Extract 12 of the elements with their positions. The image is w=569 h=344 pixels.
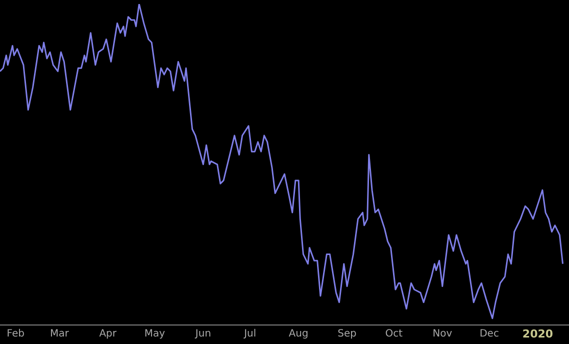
x-tick-label: Jun — [194, 328, 212, 340]
x-tick-label: Dec — [480, 328, 499, 340]
x-tick-label: Oct — [385, 328, 403, 340]
x-tick-label: Nov — [432, 328, 452, 340]
x-tick-label: Apr — [99, 328, 118, 340]
x-tick-label: Mar — [50, 328, 70, 340]
x-tick-label: Jul — [243, 328, 256, 340]
x-tick-label: Sep — [338, 328, 356, 340]
x-tick-label: Feb — [6, 328, 24, 340]
x-tick-label: 2020 — [522, 327, 554, 340]
x-tick-label: May — [144, 328, 166, 340]
x-tick-label: Aug — [288, 328, 308, 340]
